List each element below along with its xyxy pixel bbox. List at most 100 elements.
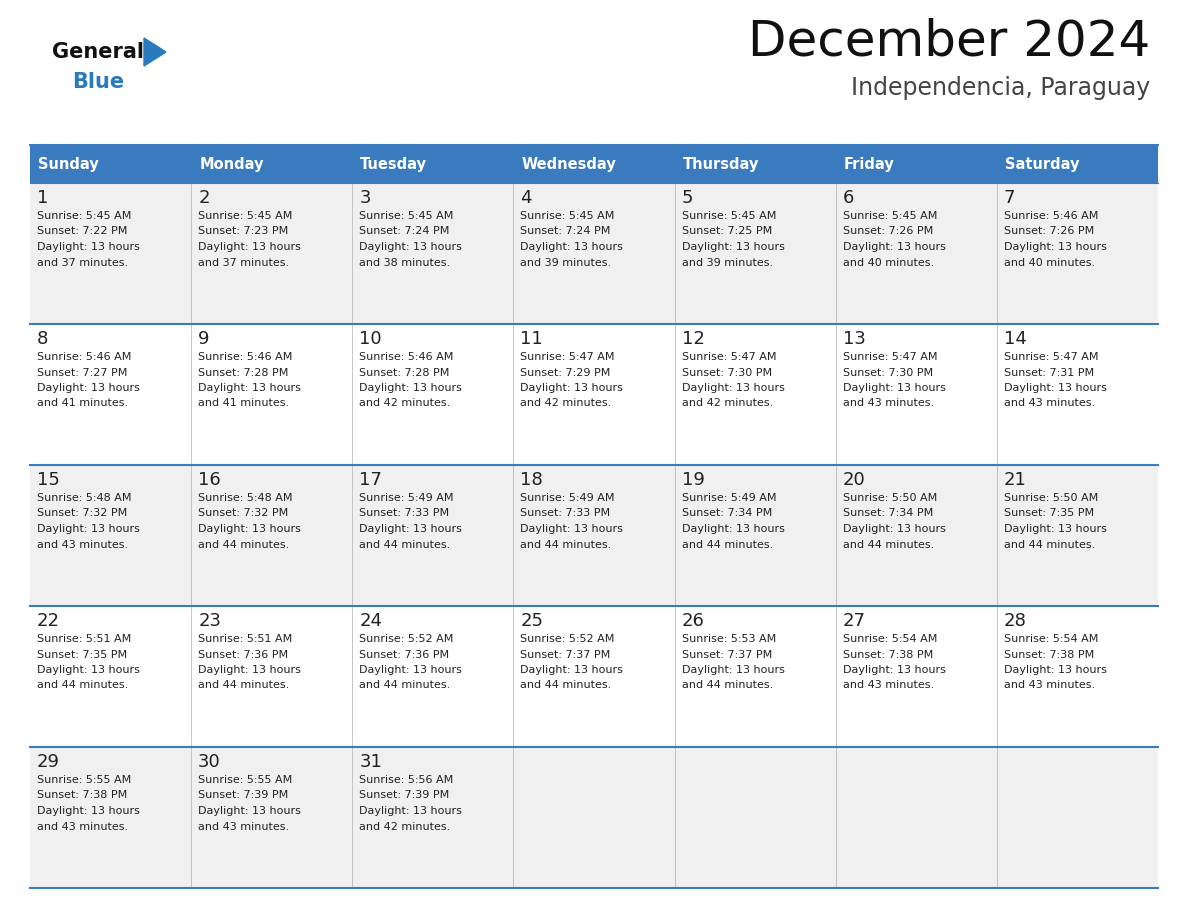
Text: Sunrise: 5:54 AM: Sunrise: 5:54 AM — [1004, 634, 1098, 644]
Text: Sunrise: 5:55 AM: Sunrise: 5:55 AM — [198, 775, 292, 785]
Text: and 41 minutes.: and 41 minutes. — [37, 398, 128, 409]
Text: Sunset: 7:37 PM: Sunset: 7:37 PM — [682, 650, 772, 659]
Text: Daylight: 13 hours: Daylight: 13 hours — [520, 524, 624, 534]
Text: Daylight: 13 hours: Daylight: 13 hours — [37, 242, 140, 252]
Text: 4: 4 — [520, 189, 532, 207]
Text: Sunrise: 5:55 AM: Sunrise: 5:55 AM — [37, 775, 131, 785]
Bar — [30, 465, 1158, 606]
Polygon shape — [144, 38, 166, 66]
Text: Sunrise: 5:48 AM: Sunrise: 5:48 AM — [198, 493, 292, 503]
Bar — [30, 747, 1158, 888]
Text: 11: 11 — [520, 330, 543, 348]
Text: Sunset: 7:30 PM: Sunset: 7:30 PM — [842, 367, 933, 377]
Text: Sunset: 7:33 PM: Sunset: 7:33 PM — [520, 509, 611, 519]
Text: Daylight: 13 hours: Daylight: 13 hours — [1004, 383, 1107, 393]
Text: 31: 31 — [359, 753, 383, 771]
Text: Daylight: 13 hours: Daylight: 13 hours — [682, 665, 784, 675]
Text: Sunrise: 5:45 AM: Sunrise: 5:45 AM — [198, 211, 292, 221]
Text: Sunset: 7:32 PM: Sunset: 7:32 PM — [198, 509, 289, 519]
Bar — [30, 145, 191, 183]
Text: Sunrise: 5:56 AM: Sunrise: 5:56 AM — [359, 775, 454, 785]
Text: Sunday: Sunday — [38, 156, 99, 172]
Text: Sunrise: 5:48 AM: Sunrise: 5:48 AM — [37, 493, 132, 503]
Text: 26: 26 — [682, 612, 704, 630]
Text: and 44 minutes.: and 44 minutes. — [520, 540, 612, 550]
Text: 14: 14 — [1004, 330, 1026, 348]
Text: Sunset: 7:36 PM: Sunset: 7:36 PM — [198, 650, 289, 659]
Text: Sunrise: 5:49 AM: Sunrise: 5:49 AM — [682, 493, 776, 503]
Text: 5: 5 — [682, 189, 693, 207]
Text: and 38 minutes.: and 38 minutes. — [359, 258, 450, 267]
Text: Daylight: 13 hours: Daylight: 13 hours — [842, 524, 946, 534]
Text: 6: 6 — [842, 189, 854, 207]
Text: Daylight: 13 hours: Daylight: 13 hours — [359, 665, 462, 675]
Text: Daylight: 13 hours: Daylight: 13 hours — [198, 524, 301, 534]
Text: Sunset: 7:28 PM: Sunset: 7:28 PM — [359, 367, 450, 377]
Text: Daylight: 13 hours: Daylight: 13 hours — [37, 524, 140, 534]
Text: Sunrise: 5:46 AM: Sunrise: 5:46 AM — [359, 352, 454, 362]
Text: Sunrise: 5:45 AM: Sunrise: 5:45 AM — [682, 211, 776, 221]
Text: 19: 19 — [682, 471, 704, 489]
Text: and 42 minutes.: and 42 minutes. — [682, 398, 773, 409]
Text: Sunrise: 5:51 AM: Sunrise: 5:51 AM — [198, 634, 292, 644]
Text: Saturday: Saturday — [1005, 156, 1080, 172]
Text: and 44 minutes.: and 44 minutes. — [37, 680, 128, 690]
Text: 18: 18 — [520, 471, 543, 489]
Bar — [997, 145, 1158, 183]
Text: and 37 minutes.: and 37 minutes. — [37, 258, 128, 267]
Text: 2: 2 — [198, 189, 209, 207]
Text: Sunrise: 5:47 AM: Sunrise: 5:47 AM — [520, 352, 615, 362]
Bar — [30, 606, 1158, 747]
Text: Sunset: 7:24 PM: Sunset: 7:24 PM — [359, 227, 450, 237]
Text: Wednesday: Wednesday — [522, 156, 617, 172]
Text: Sunset: 7:34 PM: Sunset: 7:34 PM — [682, 509, 772, 519]
Text: Sunrise: 5:50 AM: Sunrise: 5:50 AM — [1004, 493, 1098, 503]
Text: 28: 28 — [1004, 612, 1026, 630]
Text: Sunset: 7:35 PM: Sunset: 7:35 PM — [1004, 509, 1094, 519]
Text: 9: 9 — [198, 330, 209, 348]
Text: 16: 16 — [198, 471, 221, 489]
Text: 21: 21 — [1004, 471, 1026, 489]
Text: and 41 minutes.: and 41 minutes. — [198, 398, 289, 409]
Text: Daylight: 13 hours: Daylight: 13 hours — [842, 383, 946, 393]
Text: and 40 minutes.: and 40 minutes. — [1004, 258, 1095, 267]
Text: Sunrise: 5:45 AM: Sunrise: 5:45 AM — [37, 211, 132, 221]
Text: and 44 minutes.: and 44 minutes. — [198, 540, 290, 550]
Text: and 39 minutes.: and 39 minutes. — [520, 258, 612, 267]
Text: and 42 minutes.: and 42 minutes. — [359, 822, 450, 832]
Text: December 2024: December 2024 — [747, 18, 1150, 66]
Text: and 37 minutes.: and 37 minutes. — [198, 258, 289, 267]
Text: Sunrise: 5:50 AM: Sunrise: 5:50 AM — [842, 493, 937, 503]
Text: 3: 3 — [359, 189, 371, 207]
Text: Daylight: 13 hours: Daylight: 13 hours — [842, 242, 946, 252]
Text: Sunset: 7:38 PM: Sunset: 7:38 PM — [842, 650, 933, 659]
Text: and 44 minutes.: and 44 minutes. — [682, 680, 773, 690]
Text: Sunset: 7:29 PM: Sunset: 7:29 PM — [520, 367, 611, 377]
Text: 12: 12 — [682, 330, 704, 348]
Text: Independencia, Paraguay: Independencia, Paraguay — [851, 76, 1150, 100]
Text: Daylight: 13 hours: Daylight: 13 hours — [842, 665, 946, 675]
Text: Sunset: 7:30 PM: Sunset: 7:30 PM — [682, 367, 772, 377]
Text: Daylight: 13 hours: Daylight: 13 hours — [520, 383, 624, 393]
Text: Sunrise: 5:53 AM: Sunrise: 5:53 AM — [682, 634, 776, 644]
Text: Thursday: Thursday — [683, 156, 759, 172]
Text: Sunrise: 5:52 AM: Sunrise: 5:52 AM — [359, 634, 454, 644]
Text: Sunset: 7:31 PM: Sunset: 7:31 PM — [1004, 367, 1094, 377]
Bar — [353, 145, 513, 183]
Text: 1: 1 — [37, 189, 49, 207]
Text: and 40 minutes.: and 40 minutes. — [842, 258, 934, 267]
Text: and 44 minutes.: and 44 minutes. — [359, 540, 450, 550]
Text: Sunset: 7:26 PM: Sunset: 7:26 PM — [842, 227, 933, 237]
Text: Sunset: 7:38 PM: Sunset: 7:38 PM — [37, 790, 127, 800]
Text: Sunset: 7:34 PM: Sunset: 7:34 PM — [842, 509, 933, 519]
Text: Sunrise: 5:47 AM: Sunrise: 5:47 AM — [1004, 352, 1099, 362]
Text: Sunset: 7:35 PM: Sunset: 7:35 PM — [37, 650, 127, 659]
Text: and 43 minutes.: and 43 minutes. — [842, 680, 934, 690]
Text: Daylight: 13 hours: Daylight: 13 hours — [682, 383, 784, 393]
Text: Sunrise: 5:46 AM: Sunrise: 5:46 AM — [37, 352, 132, 362]
Bar — [30, 183, 1158, 324]
Text: Tuesday: Tuesday — [360, 156, 428, 172]
Text: Daylight: 13 hours: Daylight: 13 hours — [520, 242, 624, 252]
Text: 7: 7 — [1004, 189, 1016, 207]
Text: Sunset: 7:28 PM: Sunset: 7:28 PM — [198, 367, 289, 377]
